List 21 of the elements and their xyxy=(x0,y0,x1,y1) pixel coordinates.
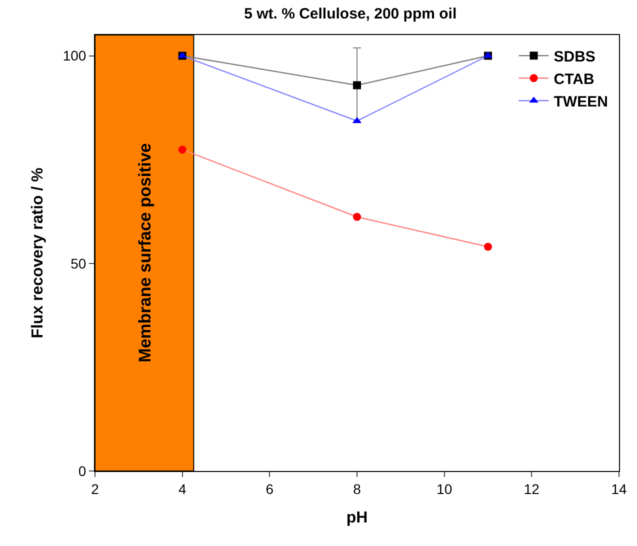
legend-label: CTAB xyxy=(554,70,594,88)
x-tick-label: 10 xyxy=(436,480,452,497)
chart-title: 5 wt. % Cellulose, 200 ppm oil xyxy=(244,6,457,23)
x-tick-label: 4 xyxy=(178,480,186,497)
y-tick-label: 0 xyxy=(78,462,86,479)
point xyxy=(353,212,361,221)
point xyxy=(353,81,361,90)
point xyxy=(178,146,186,154)
x-tick-label: 6 xyxy=(266,480,274,497)
x-axis-title: pH xyxy=(346,510,368,526)
y-tick-label: 50 xyxy=(70,255,86,272)
x-tick-label: 14 xyxy=(611,480,627,497)
legend-label: TWEEN xyxy=(554,93,608,110)
legend-label: SDBS xyxy=(554,48,596,66)
x-tick-label: 12 xyxy=(524,480,540,497)
x-tick-label: 2 xyxy=(91,480,100,497)
point xyxy=(484,242,492,251)
band-label: Membrane surface positive xyxy=(135,143,154,362)
y-tick-label: 100 xyxy=(62,48,86,64)
y-axis-title: Flux recovery ratio / % xyxy=(30,168,47,338)
x-tick-label: 8 xyxy=(353,480,362,497)
